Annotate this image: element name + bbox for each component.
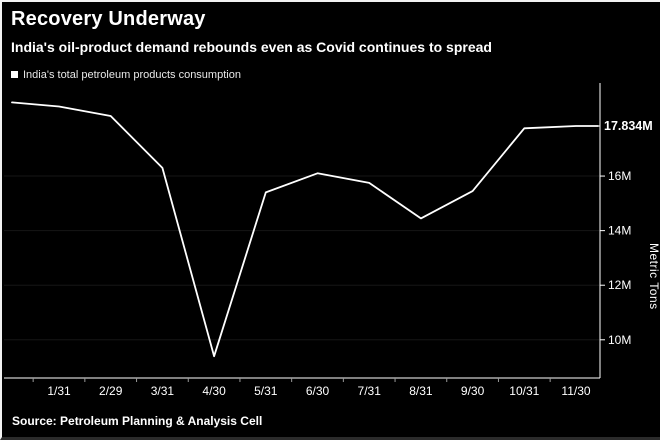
source-note: Source: Petroleum Planning & Analysis Ce…: [12, 414, 263, 428]
consumption-line: [11, 101, 599, 358]
x-tick-label: 6/30: [306, 384, 330, 398]
legend-label: India's total petroleum products consump…: [23, 68, 241, 81]
last-value-label: 17.834M: [604, 119, 653, 133]
last-value-label-bg: [601, 117, 659, 135]
y-tick-label: 16M: [608, 169, 631, 183]
chart-title: Recovery Underway: [11, 8, 206, 30]
x-tick-label: 11/30: [561, 384, 590, 398]
y-tick-label: 10M: [608, 333, 631, 347]
x-tick-label: 2/29: [99, 384, 123, 398]
x-tick-label: 8/31: [409, 384, 433, 398]
x-tick-label: 10/31: [509, 384, 539, 398]
y-axis-title: Metric Tons: [647, 242, 660, 310]
x-tick-label: 5/31: [254, 384, 278, 398]
legend: India's total petroleum products consump…: [11, 69, 650, 81]
x-tick-label: 1/31: [47, 384, 71, 398]
x-tick-label: 3/31: [151, 384, 175, 398]
chart-canvas: 1/31 2/29 3/31 4/30 5/31 6/30 7/31 8/31 9/30 10/3…: [4, 83, 659, 398]
x-tick-label: 7/31: [358, 384, 382, 398]
y-tick-label: 14M: [608, 224, 631, 238]
x-tick-label: 4/30: [202, 384, 226, 398]
x-tick-label: 9/30: [461, 384, 485, 398]
line-chart: 1/31 2/29 3/31 4/30 5/31 6/30 7/31 8/31 9/30 10/3…: [2, 78, 660, 408]
chart-header: Recovery Underway India's oil-product de…: [2, 2, 660, 81]
y-tick-label: 12M: [608, 278, 631, 292]
chart-subtitle: India's oil-product demand rebounds even…: [11, 39, 492, 55]
legend-square-icon: [11, 71, 18, 79]
